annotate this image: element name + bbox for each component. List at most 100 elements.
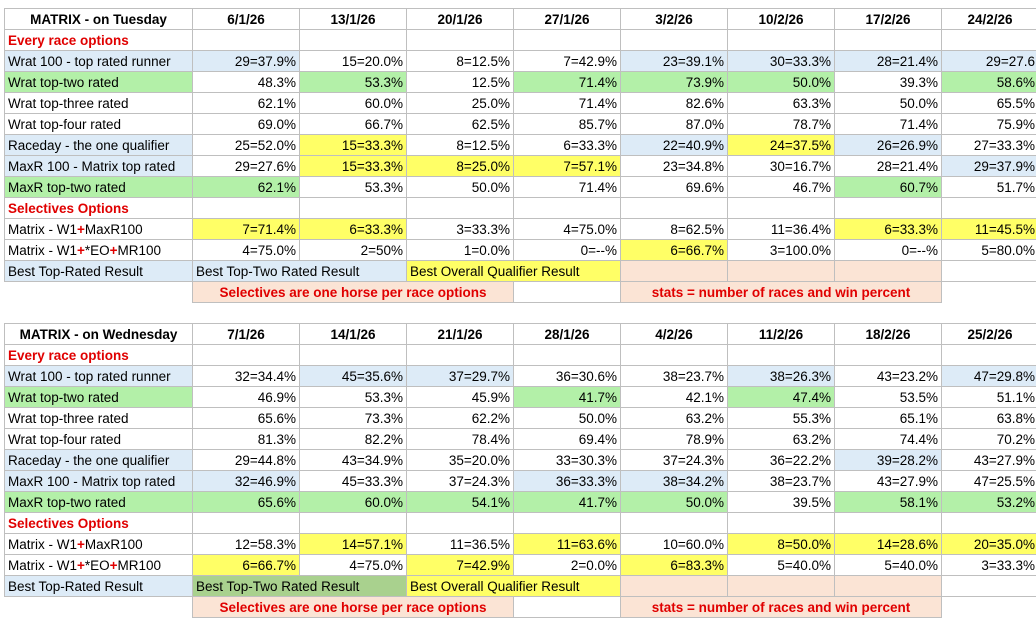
row-label[interactable]: Wrat top-four rated [4,428,193,450]
legend-top-rated[interactable]: Best Top-Rated Result [4,575,193,597]
data-cell[interactable]: 24=37.5% [727,134,835,156]
data-cell[interactable]: 7=42.9% [406,554,514,576]
date-header[interactable]: 11/2/26 [727,323,835,345]
data-cell[interactable]: 46.7% [727,176,835,198]
row-label[interactable]: Wrat top-three rated [4,407,193,429]
data-cell[interactable]: 37=24.3% [406,470,514,492]
data-cell[interactable]: 36=33.3% [513,470,621,492]
empty-cell[interactable] [192,344,300,366]
data-cell[interactable]: 65.5% [941,92,1036,114]
row-label[interactable]: Wrat top-three rated [4,92,193,114]
data-cell[interactable]: 87.0% [620,113,728,135]
data-cell[interactable]: 6=33.3% [299,218,407,240]
date-header[interactable]: 24/2/26 [941,8,1036,30]
data-cell[interactable]: 42.1% [620,386,728,408]
data-cell[interactable]: 8=12.5% [406,134,514,156]
data-cell[interactable]: 8=62.5% [620,218,728,240]
data-cell[interactable]: 4=75.0% [299,554,407,576]
data-cell[interactable]: 45=33.3% [299,470,407,492]
empty-cell[interactable] [406,29,514,51]
empty-cell[interactable] [620,575,728,597]
data-cell[interactable]: 11=36.5% [406,533,514,555]
section-heading[interactable]: Selectives Options [4,512,193,534]
data-cell[interactable]: 62.1% [192,176,300,198]
row-label[interactable]: MaxR top-two rated [4,176,193,198]
data-cell[interactable]: 5=40.0% [727,554,835,576]
data-cell[interactable]: 82.6% [620,92,728,114]
data-cell[interactable]: 2=50% [299,239,407,261]
empty-cell[interactable] [513,197,621,219]
legend-top-rated[interactable]: Best Top-Rated Result [4,260,193,282]
data-cell[interactable]: 39.3% [834,71,942,93]
data-cell[interactable]: 36=22.2% [727,449,835,471]
empty-cell[interactable] [620,197,728,219]
data-cell[interactable]: 50.0% [620,491,728,513]
data-cell[interactable]: 69.4% [513,428,621,450]
data-cell[interactable]: 50.0% [727,71,835,93]
data-cell[interactable]: 39.5% [727,491,835,513]
section-heading[interactable]: Every race options [4,344,193,366]
data-cell[interactable]: 58.6% [941,71,1036,93]
date-header[interactable]: 20/1/26 [406,8,514,30]
data-cell[interactable]: 74.4% [834,428,942,450]
data-cell[interactable]: 41.7% [513,491,621,513]
row-label[interactable]: Matrix - W1+MaxR100 [4,218,193,240]
data-cell[interactable]: 50.0% [834,92,942,114]
empty-cell[interactable] [192,197,300,219]
date-header[interactable]: 27/1/26 [513,8,621,30]
data-cell[interactable]: 63.3% [727,92,835,114]
data-cell[interactable]: 10=60.0% [620,533,728,555]
data-cell[interactable]: 37=24.3% [620,449,728,471]
data-cell[interactable]: 45.9% [406,386,514,408]
data-cell[interactable]: 66.7% [299,113,407,135]
row-label[interactable]: Raceday - the one qualifier [4,134,193,156]
data-cell[interactable]: 81.3% [192,428,300,450]
empty-cell[interactable] [620,260,728,282]
row-label[interactable]: Wrat top-two rated [4,71,193,93]
data-cell[interactable]: 43=23.2% [834,365,942,387]
row-label[interactable]: Wrat top-two rated [4,386,193,408]
data-cell[interactable]: 38=23.7% [620,365,728,387]
date-header[interactable]: 28/1/26 [513,323,621,345]
empty-cell[interactable] [513,344,621,366]
data-cell[interactable]: 65.6% [192,407,300,429]
legend-top-two[interactable]: Best Top-Two Rated Result [192,575,407,597]
empty-cell[interactable] [727,29,835,51]
data-cell[interactable]: 8=25.0% [406,155,514,177]
data-cell[interactable]: 85.7% [513,113,621,135]
note-selectives[interactable]: Selectives are one horse per race option… [192,596,514,618]
date-header[interactable]: 25/2/26 [941,323,1036,345]
date-header[interactable]: 13/1/26 [299,8,407,30]
empty-cell[interactable] [5,282,193,303]
data-cell[interactable]: 7=57.1% [513,155,621,177]
data-cell[interactable]: 38=26.3% [727,365,835,387]
data-cell[interactable]: 78.9% [620,428,728,450]
table-title[interactable]: MATRIX - on Wednesday [4,323,193,345]
data-cell[interactable]: 62.2% [406,407,514,429]
data-cell[interactable]: 65.6% [192,491,300,513]
data-cell[interactable]: 1=0.0% [406,239,514,261]
data-cell[interactable]: 73.9% [620,71,728,93]
data-cell[interactable]: 69.6% [620,176,728,198]
data-cell[interactable]: 12.5% [406,71,514,93]
data-cell[interactable]: 51.7% [941,176,1036,198]
data-cell[interactable]: 14=57.1% [299,533,407,555]
data-cell[interactable]: 8=50.0% [727,533,835,555]
empty-cell[interactable] [299,29,407,51]
data-cell[interactable]: 71.4% [513,71,621,93]
row-label[interactable]: MaxR top-two rated [4,491,193,513]
data-cell[interactable]: 11=45.5% [941,218,1036,240]
empty-cell[interactable] [941,197,1036,219]
data-cell[interactable]: 63.8% [941,407,1036,429]
table-title[interactable]: MATRIX - on Tuesday [4,8,193,30]
data-cell[interactable]: 43=34.9% [299,449,407,471]
empty-cell[interactable] [942,282,1036,303]
data-cell[interactable]: 11=63.6% [513,533,621,555]
row-label[interactable]: Wrat top-four rated [4,113,193,135]
data-cell[interactable]: 55.3% [727,407,835,429]
data-cell[interactable]: 48.3% [192,71,300,93]
data-cell[interactable]: 78.7% [727,113,835,135]
data-cell[interactable]: 41.7% [513,386,621,408]
data-cell[interactable]: 46.9% [192,386,300,408]
empty-cell[interactable] [299,512,407,534]
